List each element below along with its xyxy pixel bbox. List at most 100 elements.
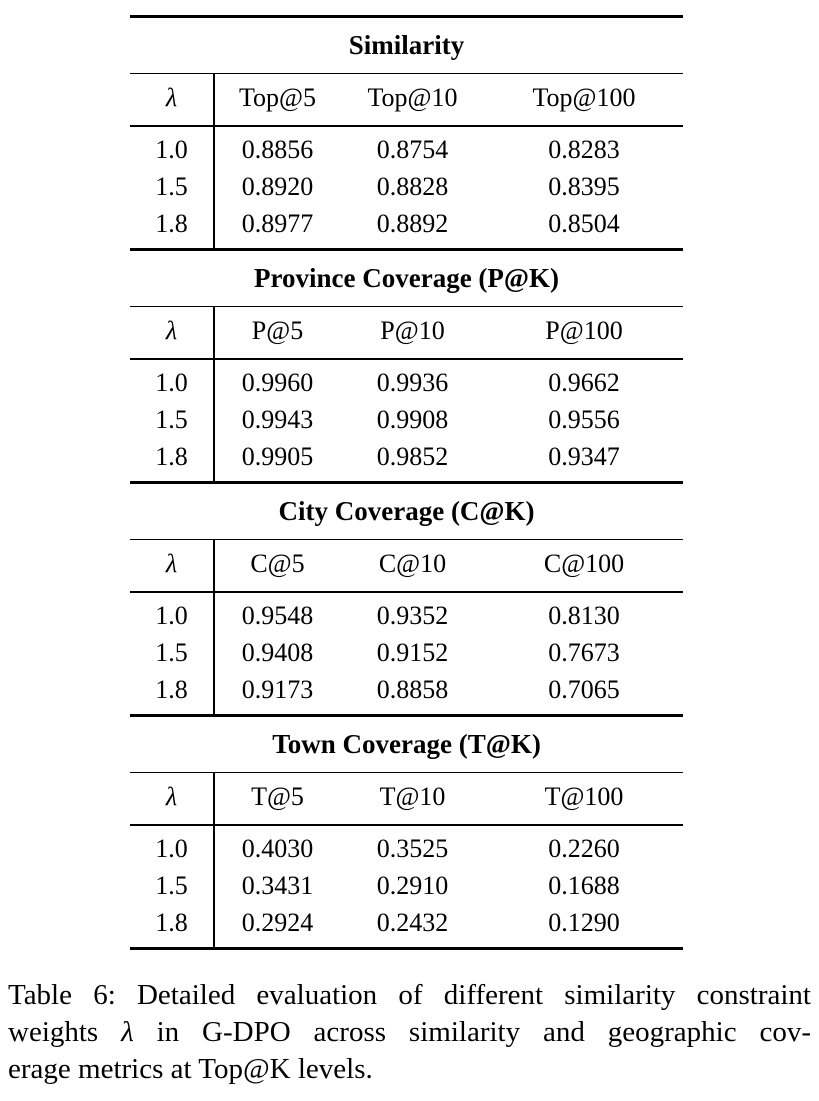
caption-text: in G-DPO across similarity and geographi… [156, 1016, 812, 1048]
col-header-p100: P@100 [485, 306, 684, 360]
col-header-top5: Top@5 [214, 73, 340, 127]
section-title-row: Town Coverage (T@K) [130, 717, 684, 773]
metric-value: 0.2910 [376, 871, 449, 900]
metric-value: 0.2924 [241, 908, 314, 937]
metric-value: 0.9347 [548, 442, 620, 471]
lambda-value: 1.0 [130, 592, 215, 634]
metric-value: 0.8504 [548, 209, 620, 238]
metric-value: 0.9352 [376, 601, 449, 630]
table-row: 1.0 0.9960 0.9936 0.9662 [130, 359, 683, 401]
col-header-t100: T@100 [485, 772, 684, 826]
metric-value: 0.7673 [548, 638, 620, 667]
section-title: Town Coverage (T@K) [130, 717, 684, 773]
col-header-top10: Top@10 [340, 73, 485, 127]
table-row: 1.5 0.9943 0.9908 0.9556 [130, 401, 683, 438]
section-title-row: Province Coverage (P@K) [130, 251, 684, 307]
lambda-value: 1.8 [130, 205, 215, 250]
metric-value: 0.9936 [376, 368, 449, 397]
lambda-value: 1.0 [130, 126, 215, 168]
metric-value: 0.2432 [376, 908, 449, 937]
table-row: 1.5 0.8920 0.8828 0.8395 [130, 168, 683, 205]
table-row: 1.0 0.8856 0.8754 0.8283 [130, 126, 683, 168]
metric-value: 0.8892 [376, 209, 449, 238]
table-row: 1.0 0.4030 0.3525 0.2260 [130, 825, 683, 867]
caption-line-1: Table 6: Detailed evaluation of differen… [8, 979, 811, 1011]
metric-value: 0.8856 [241, 135, 314, 164]
metric-value: 0.9173 [241, 675, 314, 704]
metric-value: 0.8920 [241, 172, 314, 201]
lambda-value: 1.5 [130, 634, 215, 671]
lambda-value: 1.0 [130, 359, 215, 401]
metric-value: 0.9960 [241, 368, 314, 397]
table-row: 1.5 0.3431 0.2910 0.1688 [130, 867, 683, 904]
table-row: 1.8 0.9905 0.9852 0.9347 [130, 438, 683, 483]
col-header-top100: Top@100 [485, 73, 683, 127]
metric-value: 0.9662 [548, 368, 620, 397]
col-header-t5: T@5 [214, 772, 340, 826]
section-similarity: Similarity λ Top@5 Top@10 Top@100 1.0 0.… [130, 18, 683, 251]
table-row: 1.8 0.9173 0.8858 0.7065 [130, 671, 683, 716]
column-header-row: λ Top@5 Top@10 Top@100 [130, 73, 683, 127]
metric-value: 0.9408 [241, 638, 314, 667]
metric-value: 0.8283 [548, 135, 620, 164]
col-header-lambda: λ [130, 539, 215, 593]
section-province-coverage: Province Coverage (P@K) λ P@5 P@10 P@100… [130, 251, 684, 484]
section-title: Province Coverage (P@K) [130, 251, 684, 307]
column-header-row: λ C@5 C@10 C@100 [130, 539, 684, 593]
metric-value: 0.9943 [241, 405, 314, 434]
lambda-value: 1.8 [130, 438, 215, 483]
col-header-lambda: λ [130, 772, 215, 826]
col-header-lambda: λ [130, 306, 215, 360]
metric-value: 0.9548 [241, 601, 314, 630]
metric-value: 0.9908 [376, 405, 449, 434]
table-row: 1.8 0.8977 0.8892 0.8504 [130, 205, 683, 250]
metric-value: 0.2260 [548, 834, 620, 863]
col-header-t10: T@10 [340, 772, 485, 826]
section-town-coverage: Town Coverage (T@K) λ T@5 T@10 T@100 1.0… [130, 717, 684, 950]
metric-value: 0.9556 [548, 405, 620, 434]
metric-value: 0.8828 [376, 172, 449, 201]
metric-value: 0.3431 [241, 871, 314, 900]
metric-value: 0.8395 [548, 172, 620, 201]
metric-value: 0.8977 [241, 209, 314, 238]
metric-value: 0.8130 [548, 601, 620, 630]
lambda-value: 1.8 [130, 904, 215, 949]
col-header-c5: C@5 [214, 539, 340, 593]
lambda-value: 1.5 [130, 867, 215, 904]
col-header-p10: P@10 [340, 306, 485, 360]
column-header-row: λ P@5 P@10 P@100 [130, 306, 684, 360]
table-row: 1.5 0.9408 0.9152 0.7673 [130, 634, 683, 671]
metric-value: 0.1688 [548, 871, 620, 900]
metric-value: 0.8858 [376, 675, 449, 704]
caption-lambda-symbol: λ [121, 1016, 134, 1048]
lambda-value: 1.5 [130, 168, 215, 205]
section-title-row: Similarity [130, 18, 683, 74]
col-header-c100: C@100 [485, 539, 684, 593]
lambda-value: 1.8 [130, 671, 215, 716]
col-header-lambda: λ [130, 73, 215, 127]
table-row: 1.0 0.9548 0.9352 0.8130 [130, 592, 683, 634]
lambda-value: 1.5 [130, 401, 215, 438]
table-row: 1.8 0.2924 0.2432 0.1290 [130, 904, 683, 949]
metric-value: 0.8754 [376, 135, 449, 164]
section-title-row: City Coverage (C@K) [130, 484, 684, 540]
section-title: City Coverage (C@K) [130, 484, 684, 540]
metric-value: 0.9152 [376, 638, 449, 667]
section-title: Similarity [130, 18, 683, 74]
metric-value: 0.9852 [376, 442, 449, 471]
metric-value: 0.7065 [548, 675, 620, 704]
col-header-p5: P@5 [214, 306, 340, 360]
metric-value: 0.4030 [241, 834, 314, 863]
lambda-value: 1.0 [130, 825, 215, 867]
metric-value: 0.3525 [376, 834, 449, 863]
column-header-row: λ T@5 T@10 T@100 [130, 772, 684, 826]
metric-value: 0.1290 [548, 908, 620, 937]
caption-text: weights [8, 1016, 99, 1048]
results-table: Similarity λ Top@5 Top@10 Top@100 1.0 0.… [130, 15, 684, 950]
metric-value: 0.9905 [241, 442, 314, 471]
caption-line-2: weights λ in G-DPO across similarity and… [8, 1014, 811, 1051]
section-city-coverage: City Coverage (C@K) λ C@5 C@10 C@100 1.0… [130, 484, 684, 717]
table-caption: Table 6: Detailed evaluation of differen… [8, 977, 811, 1088]
caption-line-3: erage metrics at Top@K levels. [8, 1053, 373, 1085]
